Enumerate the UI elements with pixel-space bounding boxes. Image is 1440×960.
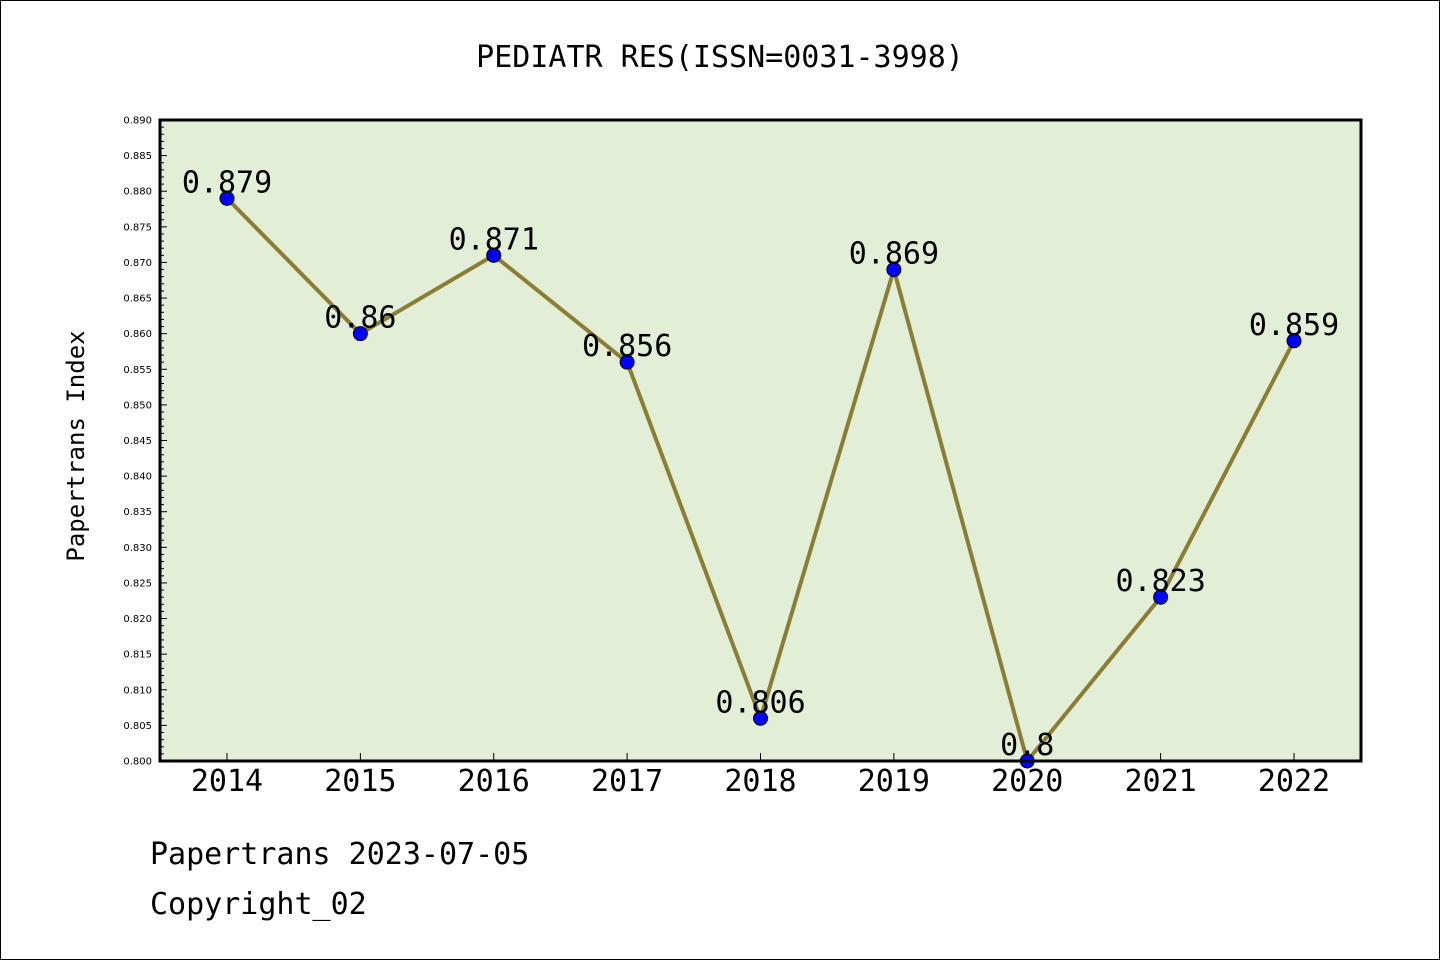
footer-copyright: Copyright_02 xyxy=(150,887,367,922)
y-tick-label: 0.840 xyxy=(123,472,152,483)
data-labels: 0.879 0.86 0.871 0.856 0.806 0.869 0.8 0.823 0.8… xyxy=(182,165,1339,763)
x-axis: 2014 2015 2016 2017 2018 2019 2020 2021 2022 xyxy=(191,753,1330,799)
x-tick-label: 2018 xyxy=(724,764,796,799)
y-tick-label: 0.825 xyxy=(123,578,152,589)
y-tick-label: 0.870 xyxy=(123,258,152,269)
x-tick-label: 2015 xyxy=(324,764,396,799)
plot-area xyxy=(160,120,1361,761)
data-point-marker xyxy=(753,710,768,726)
data-point-label: 0.856 xyxy=(582,329,672,364)
x-tick-label: 2021 xyxy=(1125,764,1197,799)
data-point-label: 0.859 xyxy=(1249,308,1339,343)
x-tick-label: 2022 xyxy=(1258,764,1330,799)
data-point-marker xyxy=(619,354,635,370)
y-tick-label: 0.875 xyxy=(123,222,152,233)
data-point-marker xyxy=(219,190,235,206)
y-tick-label: 0.850 xyxy=(123,400,152,411)
chart-title: PEDIATR RES(ISSN=0031-3998) xyxy=(476,40,964,75)
data-point-label: 0.823 xyxy=(1115,564,1205,599)
y-tick-label: 0.800 xyxy=(123,757,152,768)
data-point-label: 0.869 xyxy=(849,237,939,272)
y-tick-label: 0.890 xyxy=(123,116,152,127)
y-tick-label: 0.865 xyxy=(123,294,152,305)
y-axis-label: Papertrans Index xyxy=(62,330,90,561)
y-tick-label: 0.835 xyxy=(123,507,152,518)
x-tick-label: 2014 xyxy=(191,764,263,799)
data-point-label: 0.879 xyxy=(182,165,272,200)
y-tick-label: 0.810 xyxy=(123,685,152,696)
footer-date: Papertrans 2023-07-05 xyxy=(150,837,529,872)
y-tick-label: 0.885 xyxy=(123,151,152,162)
y-tick-label: 0.880 xyxy=(123,187,152,198)
series-markers xyxy=(219,190,1302,769)
data-point-marker xyxy=(352,326,368,342)
x-tick-label: 2016 xyxy=(458,764,530,799)
x-tick-label: 2019 xyxy=(858,764,930,799)
y-tick-label: 0.860 xyxy=(123,329,152,340)
y-tick-label: 0.845 xyxy=(123,436,152,447)
data-point-marker xyxy=(1153,589,1169,605)
data-point-marker xyxy=(486,247,502,263)
plot-frame xyxy=(158,118,1363,763)
data-point-label: 0.8 xyxy=(1000,728,1054,763)
data-point-label: 0.86 xyxy=(324,301,396,336)
x-tick-label: 2017 xyxy=(591,764,663,799)
y-tick-label: 0.815 xyxy=(123,650,152,661)
y-tick-label: 0.805 xyxy=(123,721,152,732)
data-point-marker xyxy=(1286,333,1302,349)
x-tick-label: 2020 xyxy=(991,764,1063,799)
y-tick-label: 0.830 xyxy=(123,543,152,554)
data-point-label: 0.871 xyxy=(449,222,539,257)
y-axis: 0.800 0.805 0.810 0.815 0.820 0.825 0.830 0.835… xyxy=(123,116,167,768)
data-point-marker xyxy=(886,262,902,278)
y-tick-label: 0.855 xyxy=(123,365,152,376)
y-tick-label: 0.820 xyxy=(123,614,152,625)
data-point-label: 0.806 xyxy=(715,685,805,720)
